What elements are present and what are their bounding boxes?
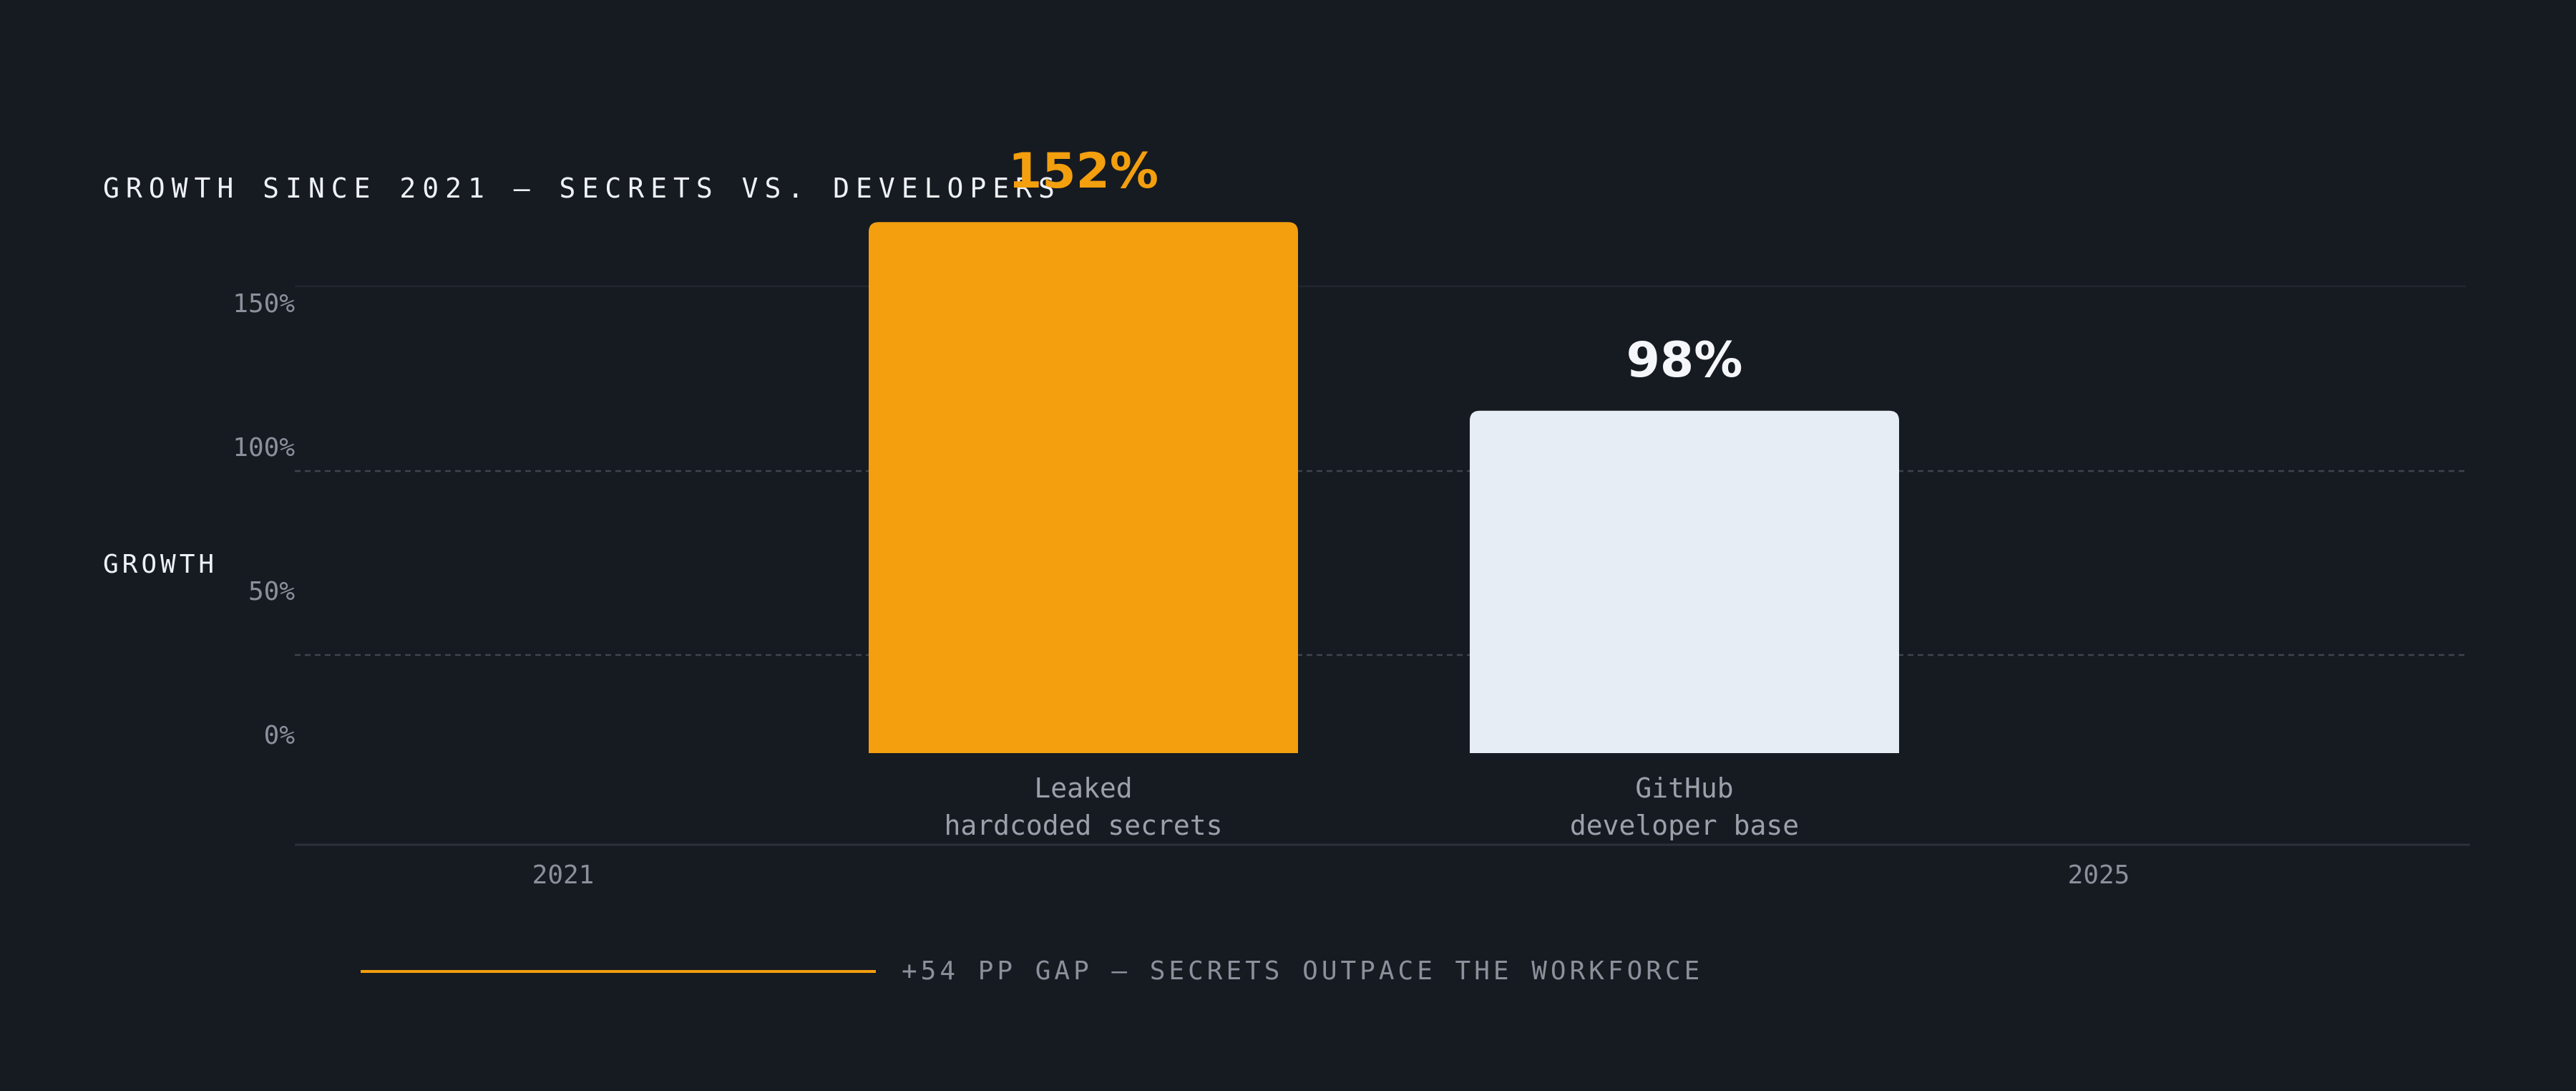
value-labels: 152% 98%	[1008, 143, 1742, 389]
y-tick-label: 50%	[248, 577, 295, 606]
category-label: Leaked	[1034, 772, 1132, 804]
category-labels: Leaked hardcoded secrets GitHub developer b…	[945, 772, 1800, 841]
gridlines	[295, 285, 2466, 656]
y-tick-label: 100%	[233, 433, 295, 462]
y-tick-label: 0%	[264, 721, 296, 750]
value-label-leaked-secrets: 152%	[1008, 143, 1158, 200]
category-label: GitHub	[1635, 772, 1733, 804]
y-tick-label: 150%	[233, 289, 295, 319]
y-axis-ticks: 0% 50% 100% 150%	[233, 289, 295, 750]
value-label-github-developers: 98%	[1626, 332, 1743, 389]
bar-github-developers	[1470, 410, 1899, 753]
gap-annotation: +54 PP GAP — SECRETS OUTPACE THE WORKFOR…	[902, 956, 1703, 986]
category-label: hardcoded secrets	[945, 810, 1223, 841]
y-axis-label: GROWTH	[103, 550, 218, 579]
chart-title: GROWTH SINCE 2021 — SECRETS VS. DEVELOPE…	[103, 173, 1061, 204]
bars	[869, 222, 1899, 753]
x-tick-2021: 2021	[532, 860, 595, 890]
x-tick-2025: 2025	[2068, 860, 2130, 890]
bar-leaked-secrets	[869, 222, 1298, 753]
category-label: developer base	[1570, 810, 1799, 841]
